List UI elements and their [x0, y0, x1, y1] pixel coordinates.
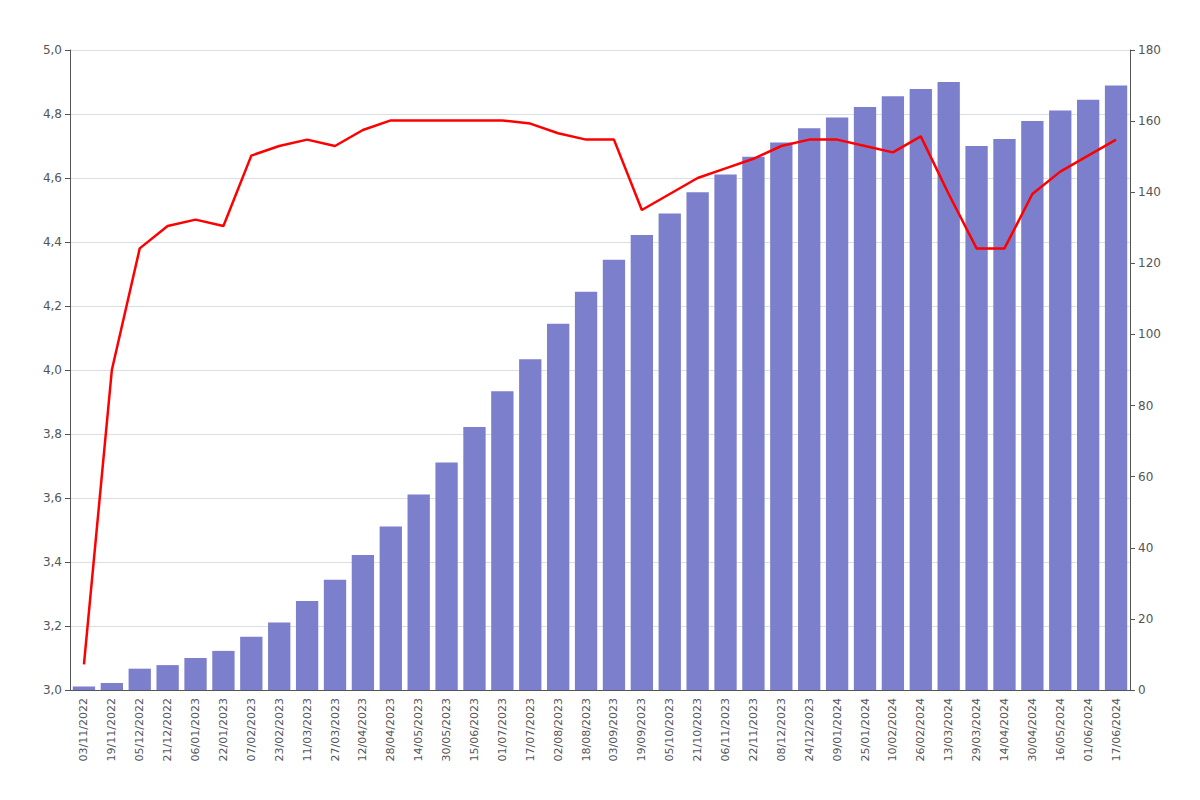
- svg-text:30/04/2024: 30/04/2024: [1026, 698, 1039, 761]
- svg-text:03/09/2023: 03/09/2023: [607, 698, 620, 761]
- svg-text:05/10/2023: 05/10/2023: [663, 698, 676, 761]
- svg-text:27/03/2023: 27/03/2023: [329, 698, 342, 761]
- svg-text:140: 140: [1138, 185, 1161, 199]
- svg-text:01/07/2023: 01/07/2023: [496, 698, 509, 761]
- svg-text:29/03/2024: 29/03/2024: [970, 698, 983, 761]
- svg-text:22/01/2023: 22/01/2023: [217, 698, 230, 761]
- svg-text:08/12/2023: 08/12/2023: [775, 698, 788, 761]
- svg-text:4,8: 4,8: [43, 107, 62, 121]
- svg-text:4,4: 4,4: [43, 235, 62, 249]
- svg-text:4,2: 4,2: [43, 299, 62, 313]
- svg-text:17/06/2024: 17/06/2024: [1110, 698, 1123, 761]
- svg-text:180: 180: [1138, 43, 1161, 57]
- svg-text:3,8: 3,8: [43, 427, 62, 441]
- svg-text:28/04/2023: 28/04/2023: [384, 698, 397, 761]
- svg-text:07/02/2023: 07/02/2023: [245, 698, 258, 761]
- svg-text:11/03/2023: 11/03/2023: [301, 698, 314, 761]
- svg-text:100: 100: [1138, 327, 1161, 341]
- svg-text:3,4: 3,4: [43, 555, 62, 569]
- svg-text:5,0: 5,0: [43, 43, 62, 57]
- svg-text:14/04/2024: 14/04/2024: [998, 698, 1011, 761]
- svg-text:16/05/2024: 16/05/2024: [1054, 698, 1067, 761]
- svg-text:4,6: 4,6: [43, 171, 62, 185]
- svg-text:17/07/2023: 17/07/2023: [524, 698, 537, 761]
- svg-text:3,6: 3,6: [43, 491, 62, 505]
- svg-text:21/12/2022: 21/12/2022: [161, 698, 174, 761]
- svg-text:19/11/2022: 19/11/2022: [105, 698, 118, 761]
- svg-text:80: 80: [1138, 399, 1153, 413]
- svg-text:02/08/2023: 02/08/2023: [552, 698, 565, 761]
- svg-text:4,0: 4,0: [43, 363, 62, 377]
- svg-text:23/02/2023: 23/02/2023: [273, 698, 286, 761]
- svg-text:20: 20: [1138, 612, 1153, 626]
- svg-text:26/02/2024: 26/02/2024: [914, 698, 927, 761]
- svg-text:21/10/2023: 21/10/2023: [691, 698, 704, 761]
- svg-text:15/06/2023: 15/06/2023: [468, 698, 481, 761]
- svg-text:14/05/2023: 14/05/2023: [412, 698, 425, 761]
- svg-text:3,0: 3,0: [43, 683, 62, 697]
- svg-text:22/11/2023: 22/11/2023: [747, 698, 760, 761]
- svg-text:24/12/2023: 24/12/2023: [803, 698, 816, 761]
- svg-text:06/11/2023: 06/11/2023: [719, 698, 732, 761]
- svg-text:06/01/2023: 06/01/2023: [189, 698, 202, 761]
- svg-text:160: 160: [1138, 114, 1161, 128]
- svg-text:40: 40: [1138, 541, 1153, 555]
- svg-text:60: 60: [1138, 470, 1153, 484]
- svg-text:120: 120: [1138, 256, 1161, 270]
- svg-text:10/02/2024: 10/02/2024: [886, 698, 899, 761]
- svg-text:05/12/2022: 05/12/2022: [133, 698, 146, 761]
- svg-text:12/04/2023: 12/04/2023: [356, 698, 369, 761]
- svg-text:13/03/2024: 13/03/2024: [942, 698, 955, 761]
- svg-text:01/06/2024: 01/06/2024: [1082, 698, 1095, 761]
- svg-text:19/09/2023: 19/09/2023: [635, 698, 648, 761]
- svg-text:18/08/2023: 18/08/2023: [580, 698, 593, 761]
- svg-text:03/11/2022: 03/11/2022: [77, 698, 90, 761]
- svg-text:30/05/2023: 30/05/2023: [440, 698, 453, 761]
- svg-text:09/01/2024: 09/01/2024: [831, 698, 844, 761]
- svg-text:0: 0: [1138, 683, 1146, 697]
- svg-text:25/01/2024: 25/01/2024: [859, 698, 872, 761]
- svg-text:3,2: 3,2: [43, 619, 62, 633]
